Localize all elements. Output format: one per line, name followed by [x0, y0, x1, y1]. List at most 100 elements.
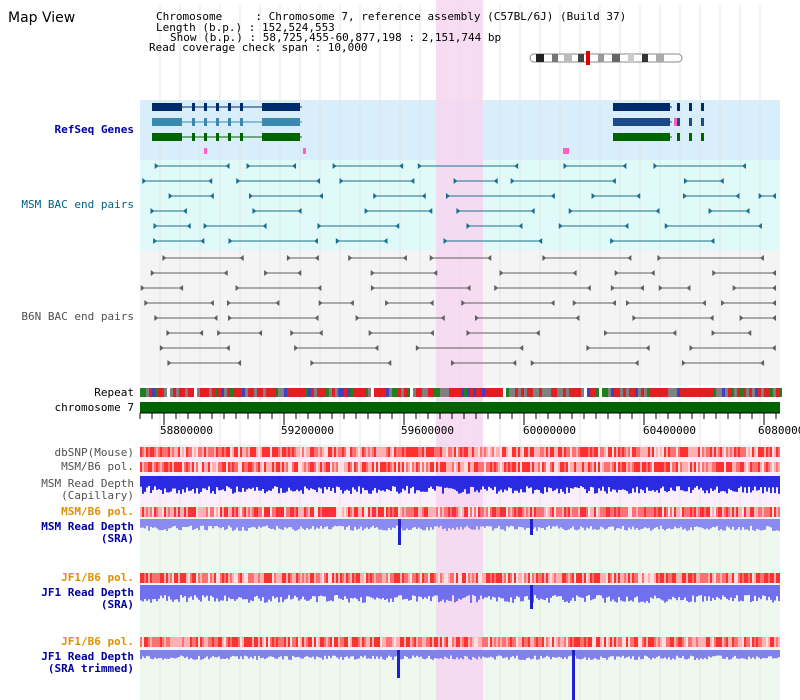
dbsnp-cell — [618, 447, 620, 457]
track-label-msm-b6-pol-2[interactable]: MSM/B6 pol. — [61, 505, 134, 518]
track-label-refseq[interactable]: RefSeq Genes — [54, 123, 134, 136]
msm-depth-cap-bar — [286, 476, 288, 492]
jf1-depth-trim-bar — [176, 650, 178, 658]
track-label-msm-b6-pol[interactable]: MSM/B6 pol. — [61, 460, 134, 473]
msm-b6-pol-cell — [718, 462, 720, 472]
jf1-b6-pol-2-cell — [698, 637, 700, 647]
dbsnp-cell — [276, 447, 278, 457]
msm-b6-pol-cell — [728, 462, 730, 472]
msm-depth-sra-bar — [384, 519, 386, 531]
msm-depth-sra-bar — [144, 519, 146, 529]
jf1-b6-pol-2-cell — [300, 637, 302, 647]
track-label-chromosome[interactable]: chromosome 7 — [54, 401, 134, 414]
msm-b6-pol-cell — [192, 462, 194, 472]
repeat-segment — [752, 388, 755, 397]
chromosome-ideogram[interactable] — [528, 50, 686, 66]
jf1-depth-sra-bar — [610, 585, 612, 602]
jf1-b6-pol-cell — [630, 573, 632, 583]
msm-b6-pol-cell — [594, 462, 596, 472]
jf1-depth-sra-bar — [600, 585, 602, 596]
repeat-segment — [512, 388, 515, 397]
jf1-b6-pol-2-cell — [178, 637, 180, 647]
dbsnp-cell — [346, 447, 348, 457]
msm-b6-pol-cell — [710, 462, 712, 472]
msm-b6-pol-2-cell — [162, 507, 164, 517]
msm-b6-pol-2-cell — [712, 507, 714, 517]
dbsnp-cell — [698, 447, 700, 457]
jf1-b6-pol-cell — [496, 573, 498, 583]
track-label-repeat[interactable]: Repeat — [94, 386, 134, 399]
msm-depth-sra-bar — [428, 519, 430, 531]
jf1-depth-trim-bar — [328, 650, 330, 656]
track-label-b6n-bac[interactable]: B6N BAC end pairs — [21, 310, 134, 323]
jf1-depth-sra-bar — [660, 585, 662, 600]
msm-b6-pol-2-cell — [610, 507, 612, 517]
track-label-msm-read-depth-sra[interactable]: MSM Read Depth — [41, 520, 134, 533]
msm-b6-pol-2-cell — [396, 507, 398, 517]
jf1-depth-trim-bar — [346, 650, 348, 657]
jf1-depth-trim-bar — [654, 650, 656, 659]
jf1-b6-pol-cell — [274, 573, 276, 583]
msm-depth-sra-bar — [430, 519, 432, 528]
repeat-segment — [467, 388, 470, 397]
jf1-depth-trim-bar — [208, 650, 210, 660]
msm-b6-pol-cell — [618, 462, 620, 472]
b6n-bac-pair-end — [586, 345, 591, 351]
msm-b6-pol-cell — [596, 462, 598, 472]
repeat-segment — [245, 388, 248, 397]
repeat-segment — [668, 388, 671, 397]
jf1-depth-sra-bar — [460, 585, 462, 600]
msm-b6-pol-cell — [194, 462, 196, 472]
dbsnp-cell — [444, 447, 446, 457]
msm-depth-cap-bar — [426, 476, 428, 492]
msm-b6-pol-2-cell — [258, 507, 260, 517]
msm-depth-cap-bar — [416, 476, 418, 491]
msm-bac-pair-end — [530, 208, 535, 214]
jf1-b6-pol-2-cell — [672, 637, 674, 647]
jf1-b6-pol-2-cell — [448, 637, 450, 647]
msm-b6-pol-cell — [714, 462, 716, 472]
msm-b6-pol-2-cell — [438, 507, 440, 517]
jf1-b6-pol-cell — [264, 573, 266, 583]
jf1-depth-sra-bar — [362, 585, 364, 603]
msm-b6-pol-cell — [686, 462, 688, 472]
repeat-segment — [602, 388, 605, 397]
jf1-depth-sra-bar — [584, 585, 586, 602]
jf1-depth-sra-bar — [154, 585, 156, 599]
track-label-msm-read-depth-cap[interactable]: MSM Read Depth — [41, 477, 134, 490]
msm-b6-pol-2-cell — [774, 507, 776, 517]
jf1-depth-trim-bar — [330, 650, 332, 659]
msm-b6-pol-cell — [762, 462, 764, 472]
msm-b6-pol-cell — [260, 462, 262, 472]
jf1-b6-pol-2-cell — [596, 637, 598, 647]
msm-bac-pair-end — [622, 163, 627, 169]
msm-depth-sra-bar — [710, 519, 712, 529]
track-label-dbsnp[interactable]: dbSNP(Mouse) — [54, 446, 134, 459]
dbsnp-cell — [436, 447, 438, 457]
msm-b6-pol-cell — [606, 462, 608, 472]
msm-depth-sra-bar — [654, 519, 656, 528]
msm-depth-sra-bar — [174, 519, 176, 526]
msm-b6-pol-cell — [142, 462, 144, 472]
msm-depth-sra-bar — [606, 519, 608, 529]
jf1-b6-pol-2-cell — [238, 637, 240, 647]
track-label-jf1-read-depth-sra[interactable]: JF1 Read Depth — [41, 586, 134, 599]
jf1-depth-sra-bar — [506, 585, 508, 602]
track-label-jf1-read-depth-trim[interactable]: JF1 Read Depth — [41, 650, 134, 663]
msm-b6-pol-cell — [348, 462, 350, 472]
track-label-jf1-b6-pol[interactable]: JF1/B6 pol. — [61, 571, 134, 584]
msm-depth-sra-bar — [562, 519, 564, 529]
msm-b6-pol-2-cell — [482, 507, 484, 517]
b6n-bac-pair-end — [429, 300, 434, 306]
track-label-jf1-b6-pol-2[interactable]: JF1/B6 pol. — [61, 635, 134, 648]
msm-b6-pol-cell — [206, 462, 208, 472]
jf1-depth-trim-bar — [476, 650, 478, 660]
msm-depth-sra-bar — [546, 519, 548, 528]
msm-depth-sra-bar — [768, 519, 770, 527]
track-label-msm-bac[interactable]: MSM BAC end pairs — [21, 198, 134, 211]
msm-bac-pair-end — [313, 238, 318, 244]
jf1-b6-pol-cell — [584, 573, 586, 583]
repeat-segment — [413, 388, 416, 397]
msm-depth-sra-bar — [508, 519, 510, 528]
msm-depth-sra-bar — [738, 519, 740, 528]
